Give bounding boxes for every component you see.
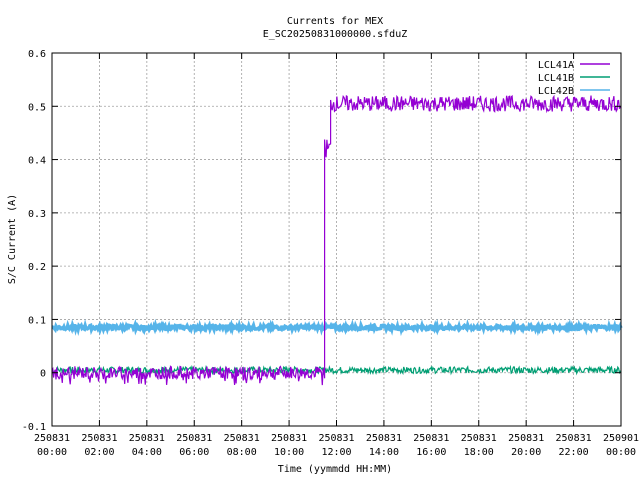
y-tick-label: 0.5 <box>28 102 46 113</box>
y-tick-label: 0 <box>40 369 46 380</box>
y-tick-label: 0.2 <box>28 262 46 273</box>
x-tick-label-time: 08:00 <box>227 447 257 458</box>
x-tick-label-time: 04:00 <box>132 447 162 458</box>
series-line-lcl41a <box>51 94 622 386</box>
x-tick-label-date: 250831 <box>508 433 544 444</box>
x-tick-label-time: 16:00 <box>416 447 446 458</box>
x-tick-label-time: 06:00 <box>179 447 209 458</box>
x-tick-label-time: 22:00 <box>559 447 589 458</box>
x-tick-label-date: 250831 <box>34 433 70 444</box>
x-tick-label-date: 250831 <box>81 433 117 444</box>
series-line-lcl41b <box>51 364 622 376</box>
x-axis-label: Time (yymmdd HH:MM) <box>278 464 392 475</box>
y-axis-label: S/C Current (A) <box>7 194 18 284</box>
x-tick-label-time: 14:00 <box>369 447 399 458</box>
y-tick-label: 0.3 <box>28 209 46 220</box>
x-tick-label-date: 250831 <box>461 433 497 444</box>
y-tick-label: 0.1 <box>28 315 46 326</box>
plot-series <box>51 94 623 386</box>
chart-subtitle: E_SC20250831000000.sfduZ <box>263 29 408 40</box>
x-tick-label-time: 18:00 <box>464 447 494 458</box>
chart-title: Currents for MEX <box>287 16 383 27</box>
y-tick-label: 0.6 <box>28 49 46 60</box>
x-tick-label-date: 250831 <box>176 433 212 444</box>
axes: -0.1 0 0.1 0.2 0.3 0.4 0.5 0.6 250831 00:00 250831… <box>22 49 639 458</box>
x-tick-label-date: 250831 <box>129 433 165 444</box>
legend-label: LCL41B <box>538 73 574 84</box>
x-tick-label-date: 250831 <box>224 433 260 444</box>
x-tick-label-time: 00:00 <box>606 447 636 458</box>
x-tick-label-date: 250831 <box>413 433 449 444</box>
x-tick-label-time: 00:00 <box>37 447 67 458</box>
x-tick-label-time: 20:00 <box>511 447 541 458</box>
x-tick-label-time: 12:00 <box>321 447 351 458</box>
x-tick-label-time: 10:00 <box>274 447 304 458</box>
x-tick-label-time: 02:00 <box>84 447 114 458</box>
y-tick-label: 0.4 <box>28 156 46 167</box>
x-tick-label-date: 250831 <box>556 433 592 444</box>
series-line-lcl42b <box>51 318 623 337</box>
y-tick-label: -0.1 <box>22 422 46 433</box>
legend-label: LCL42B <box>538 86 574 97</box>
x-tick-label-date: 250831 <box>366 433 402 444</box>
x-tick-label-date: 250831 <box>318 433 354 444</box>
x-tick-label-date: 250831 <box>271 433 307 444</box>
legend: LCL41A LCL41B LCL42B <box>538 60 610 97</box>
legend-label: LCL41A <box>538 60 574 71</box>
x-tick-label-date: 250901 <box>603 433 639 444</box>
